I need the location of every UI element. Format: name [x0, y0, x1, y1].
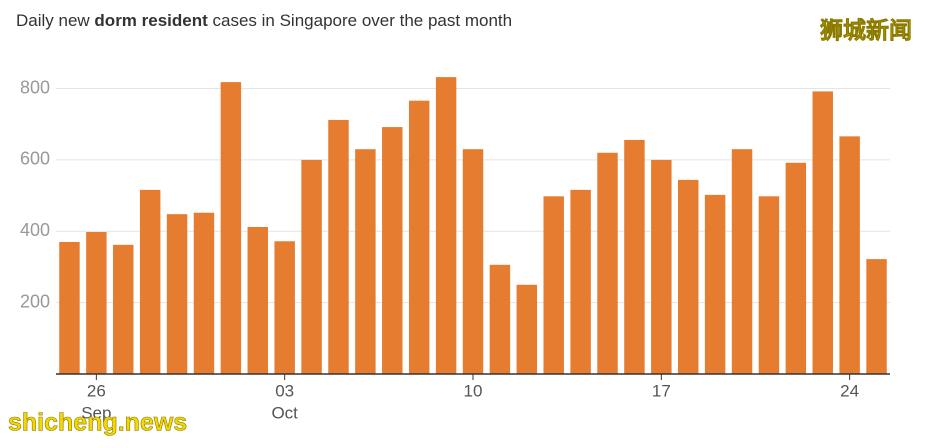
x-tick-month: Oct — [271, 403, 298, 422]
x-tick-label: 17 — [652, 381, 671, 400]
bar — [731, 149, 753, 374]
bar — [193, 212, 215, 374]
bar — [408, 100, 430, 374]
bar — [301, 159, 322, 374]
bar — [328, 119, 349, 374]
bar — [435, 77, 457, 375]
bar — [489, 264, 511, 374]
bar — [812, 91, 833, 375]
x-tick-label: 26 — [87, 381, 106, 400]
bar — [543, 196, 564, 374]
bar — [651, 159, 672, 374]
bar — [570, 189, 591, 374]
plot: 200 400 600 800 26 Sep 03 Oct 10 17 24 — [20, 77, 890, 422]
x-tick-label: 03 — [275, 381, 294, 400]
bar — [462, 149, 484, 374]
x-tick-label: 10 — [464, 381, 483, 400]
bar — [866, 259, 887, 374]
bar — [274, 241, 295, 374]
y-tick-label: 800 — [20, 77, 50, 97]
bar — [139, 189, 161, 374]
bar — [220, 82, 242, 374]
bar — [704, 194, 726, 374]
title-part: dorm resident — [94, 11, 208, 30]
chart-title: Daily new dorm resident cases in Singapo… — [16, 11, 512, 30]
y-tick-label: 600 — [20, 149, 50, 169]
bar — [355, 149, 376, 374]
bar — [247, 226, 268, 374]
bar — [59, 241, 80, 374]
x-tick-label: 24 — [840, 381, 859, 400]
y-tick-label: 200 — [20, 291, 50, 311]
bar — [113, 244, 134, 374]
bar — [758, 196, 780, 374]
bar — [785, 162, 807, 374]
bar — [516, 284, 538, 374]
bar — [839, 136, 860, 374]
bar — [624, 139, 645, 374]
bar — [86, 231, 107, 374]
title-part: cases in Singapore over the past month — [208, 11, 512, 30]
bar — [678, 179, 699, 374]
bar — [166, 214, 188, 374]
bar — [382, 127, 403, 374]
title-part: Daily new — [16, 11, 94, 30]
y-tick-label: 400 — [20, 220, 50, 240]
bar — [597, 152, 618, 374]
x-tick-month: Sep — [81, 403, 111, 422]
watermark: shicheng.news — [8, 409, 187, 437]
watermark: 狮城新闻 — [820, 17, 912, 43]
